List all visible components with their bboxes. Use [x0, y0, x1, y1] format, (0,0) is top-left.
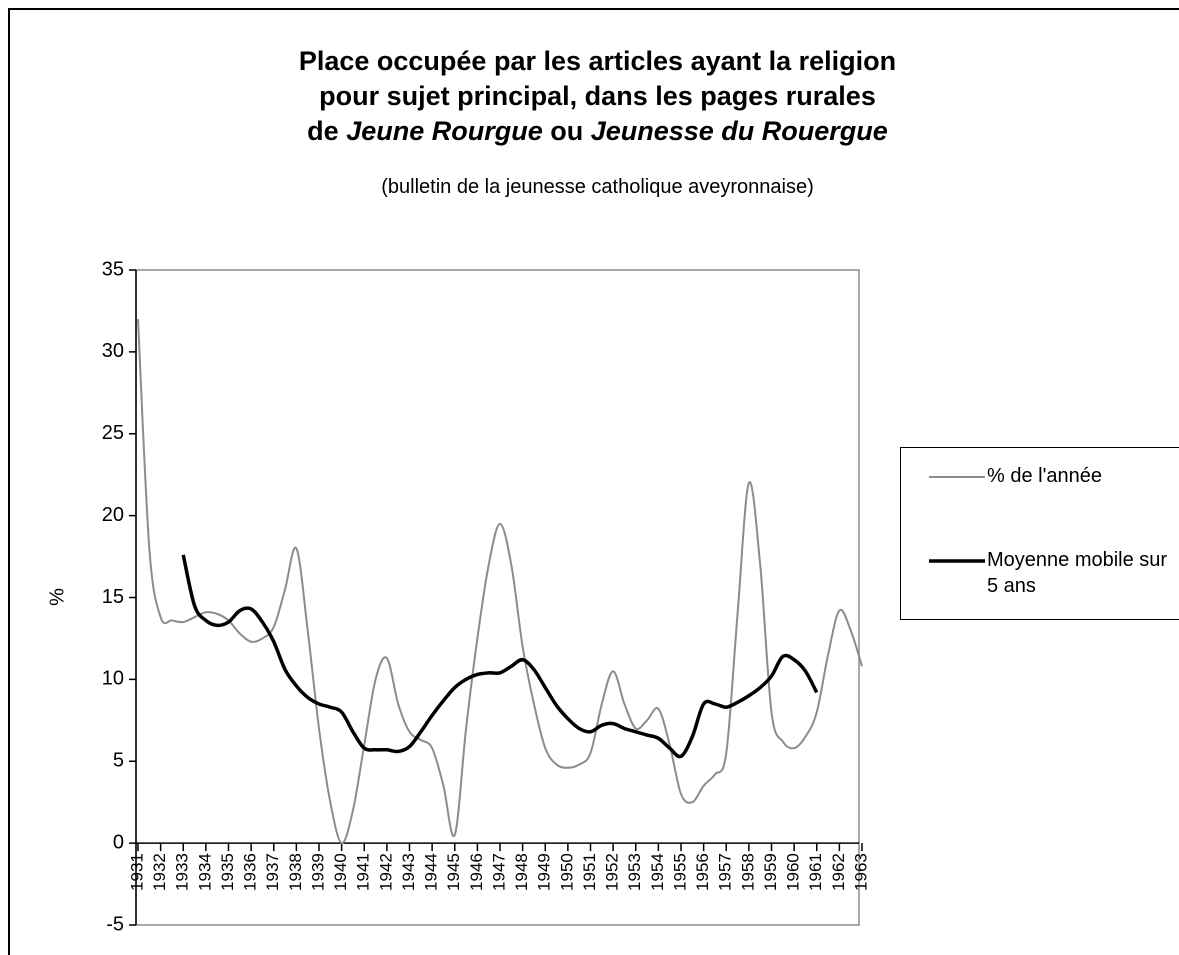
plot-area: [135, 269, 860, 926]
x-tick-label: 1940: [331, 853, 350, 891]
line-series: [181, 554, 819, 759]
legend-label: Moyenne mobile sur 5 ans: [987, 549, 1168, 597]
x-tick-label: 1962: [829, 853, 848, 891]
y-tick-label: 30: [102, 340, 124, 362]
x-tick-label: 1950: [557, 853, 576, 891]
x-tick-label: 1931: [127, 853, 146, 891]
x-tick-label: 1958: [738, 853, 757, 891]
x-tick-label: 1963: [851, 853, 870, 891]
title-segment: pour sujet principal, dans les pages rur…: [319, 81, 876, 111]
x-tick-label: 1957: [716, 853, 735, 891]
x-tick-label: 1945: [444, 853, 463, 891]
x-tick-label: 1943: [399, 853, 418, 891]
y-tick-label: 20: [102, 504, 124, 526]
x-tick-label: 1948: [512, 853, 531, 891]
legend-keys: [929, 476, 985, 563]
y-tick-label: -5: [106, 913, 124, 935]
y-tick-label: 25: [102, 422, 124, 444]
y-tick-label: 5: [113, 750, 124, 772]
x-tick-label: 1953: [625, 853, 644, 891]
x-tick-label: 1935: [218, 853, 237, 891]
title-segment: Place occupée par les articles ayant la …: [298, 46, 897, 76]
chart-title: Place occupée par les articles ayant la …: [0, 44, 1179, 149]
x-tick-label: 1946: [467, 853, 486, 891]
line-series: [137, 319, 863, 845]
x-tick-label: 1955: [670, 853, 689, 891]
title-segment: ou: [542, 116, 591, 146]
y-axis-label: %: [46, 588, 68, 606]
y-tick-label: 10: [102, 668, 124, 690]
x-tick-label: 1949: [535, 853, 554, 891]
title-line: pour sujet principal, dans les pages rur…: [0, 79, 1179, 114]
legend-label: % de l'année: [987, 465, 1103, 487]
legend: % de l'année Moyenne mobile sur 5 ans: [900, 447, 1179, 620]
x-tick-label: 1942: [376, 853, 395, 891]
chart-frame: [8, 8, 1179, 955]
x-tick-label: 1932: [150, 853, 169, 891]
x-tick-label: 1936: [241, 853, 260, 891]
x-tick-label: 1937: [263, 853, 282, 891]
title-segment: Jeunesse du Rouergue: [590, 116, 888, 146]
chart-subtitle: (bulletin de la jeunesse catholique avey…: [381, 176, 814, 198]
x-tick-label: 1933: [173, 853, 192, 891]
x-tick-label: 1959: [761, 853, 780, 891]
x-tick-label: 1961: [806, 853, 825, 891]
y-tick-label: 15: [102, 586, 124, 608]
x-tick-label: 1941: [354, 853, 373, 891]
x-tick-label: 1952: [603, 853, 622, 891]
title-line: de Jeune Rourgue ou Jeunesse du Rouergue: [0, 114, 1179, 149]
x-tick-label: 1956: [693, 853, 712, 891]
x-tick-label: 1947: [489, 853, 508, 891]
x-tick-label: 1939: [308, 853, 327, 891]
x-tick-label: 1960: [784, 853, 803, 891]
x-tick-label: 1934: [195, 853, 214, 891]
title-segment: de: [307, 116, 347, 146]
x-tick-label: 1944: [422, 853, 441, 891]
title-line: Place occupée par les articles ayant la …: [0, 44, 1179, 79]
x-tick-label: 1938: [286, 853, 305, 891]
y-tick-label: 0: [113, 831, 124, 853]
x-tick-label: 1951: [580, 853, 599, 891]
y-tick-label: 35: [102, 258, 124, 280]
title-segment: Jeune Rourgue: [346, 116, 543, 146]
x-tick-label: 1954: [648, 853, 667, 891]
